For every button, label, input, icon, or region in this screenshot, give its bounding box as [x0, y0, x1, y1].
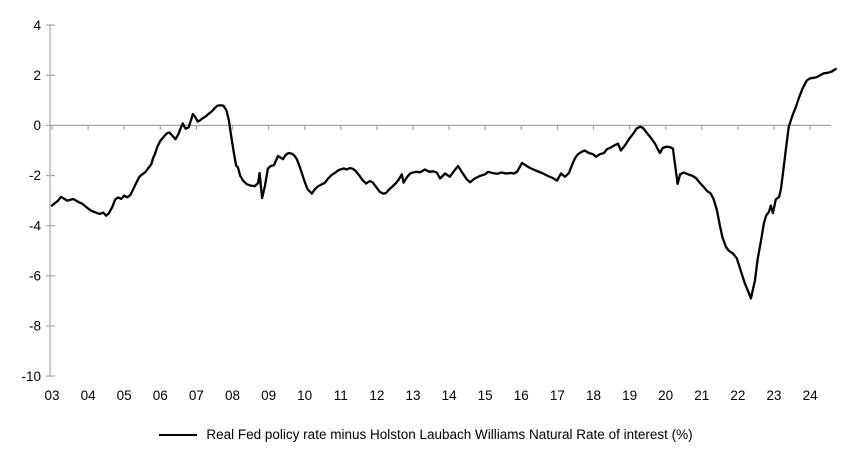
x-axis-tick-label: 09 [261, 388, 276, 403]
chart-legend: Real Fed policy rate minus Holston Lauba… [0, 427, 852, 442]
x-axis-tick-label: 08 [225, 388, 240, 403]
x-axis-tick-label: 07 [189, 388, 204, 403]
y-axis-tick-label: -2 [29, 168, 41, 183]
y-axis-tick-label: 0 [33, 118, 41, 133]
legend-line-swatch [159, 433, 198, 436]
legend-label: Real Fed policy rate minus Holston Lauba… [206, 427, 693, 442]
x-axis-tick-label: 22 [730, 388, 745, 403]
x-axis-tick-label: 06 [153, 388, 168, 403]
y-axis-tick-label: 2 [33, 68, 41, 83]
x-axis-tick-label: 24 [803, 388, 819, 403]
x-axis-tick-label: 03 [44, 388, 59, 403]
x-axis-tick-label: 05 [117, 388, 132, 403]
x-axis-tick-label: 20 [658, 388, 673, 403]
data-series-line [50, 67, 837, 300]
x-axis-tick-label: 15 [478, 388, 493, 403]
x-axis-tick-label: 13 [405, 388, 420, 403]
x-axis-tick-label: 04 [81, 388, 97, 403]
x-axis-tick-label: 19 [622, 388, 637, 403]
y-axis-tick-label: -4 [29, 218, 41, 233]
x-axis-tick-label: 11 [334, 388, 348, 403]
x-axis-tick-label: 18 [586, 388, 601, 403]
x-axis-tick-label: 17 [550, 388, 565, 403]
x-axis-tick-label: 23 [766, 388, 781, 403]
y-axis-tick-label: -6 [29, 269, 41, 284]
x-axis-tick-label: 12 [369, 388, 384, 403]
y-axis-tick-label: -10 [21, 369, 41, 384]
y-axis-tick-label: 4 [33, 18, 41, 33]
x-axis-tick-label: 16 [514, 388, 529, 403]
x-axis-tick-label: 10 [297, 388, 312, 403]
y-axis-tick-label: -8 [29, 319, 41, 334]
x-axis-tick-label: 21 [694, 388, 709, 403]
x-axis-tick-label: 14 [442, 388, 458, 403]
